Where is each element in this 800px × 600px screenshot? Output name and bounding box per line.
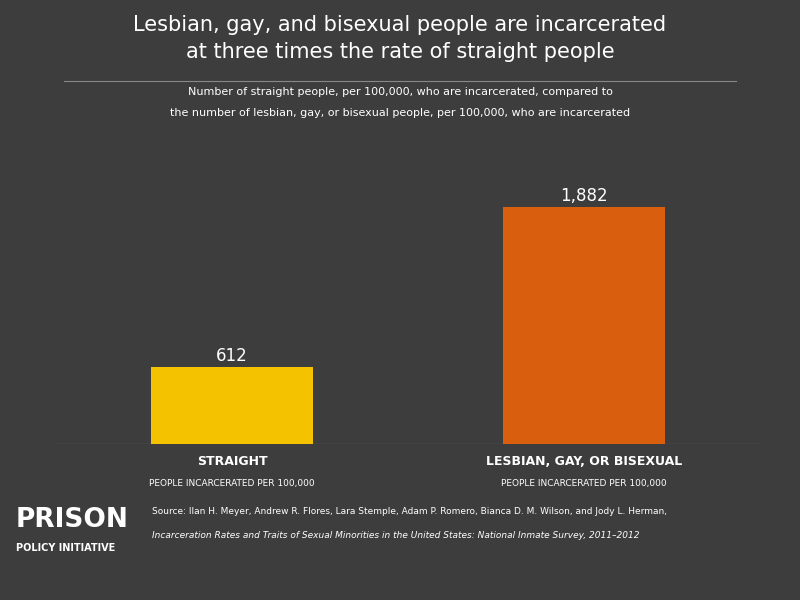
Text: Number of straight people, per 100,000, who are incarcerated, compared to: Number of straight people, per 100,000, … — [187, 87, 613, 97]
Text: STRAIGHT: STRAIGHT — [197, 455, 267, 468]
Text: POLICY INITIATIVE: POLICY INITIATIVE — [16, 543, 115, 553]
Text: the number of lesbian, gay, or bisexual people, per 100,000, who are incarcerate: the number of lesbian, gay, or bisexual … — [170, 108, 630, 118]
Text: Source: Ilan H. Meyer, Andrew R. Flores, Lara Stemple, Adam P. Romero, Bianca D.: Source: Ilan H. Meyer, Andrew R. Flores,… — [152, 507, 667, 516]
Text: PEOPLE INCARCERATED PER 100,000: PEOPLE INCARCERATED PER 100,000 — [149, 479, 315, 488]
Bar — [503, 207, 665, 444]
Bar — [151, 367, 313, 444]
Text: PEOPLE INCARCERATED PER 100,000: PEOPLE INCARCERATED PER 100,000 — [501, 479, 667, 488]
Text: Lesbian, gay, and bisexual people are incarcerated: Lesbian, gay, and bisexual people are in… — [134, 15, 666, 35]
Text: LESBIAN, GAY, OR BISEXUAL: LESBIAN, GAY, OR BISEXUAL — [486, 455, 682, 468]
Text: PRISON: PRISON — [16, 507, 129, 533]
Text: Incarceration Rates and Traits of Sexual Minorities in the United States: Nation: Incarceration Rates and Traits of Sexual… — [152, 531, 639, 540]
Text: 1,882: 1,882 — [560, 187, 608, 205]
Text: 612: 612 — [216, 347, 248, 365]
Text: at three times the rate of straight people: at three times the rate of straight peop… — [186, 42, 614, 62]
